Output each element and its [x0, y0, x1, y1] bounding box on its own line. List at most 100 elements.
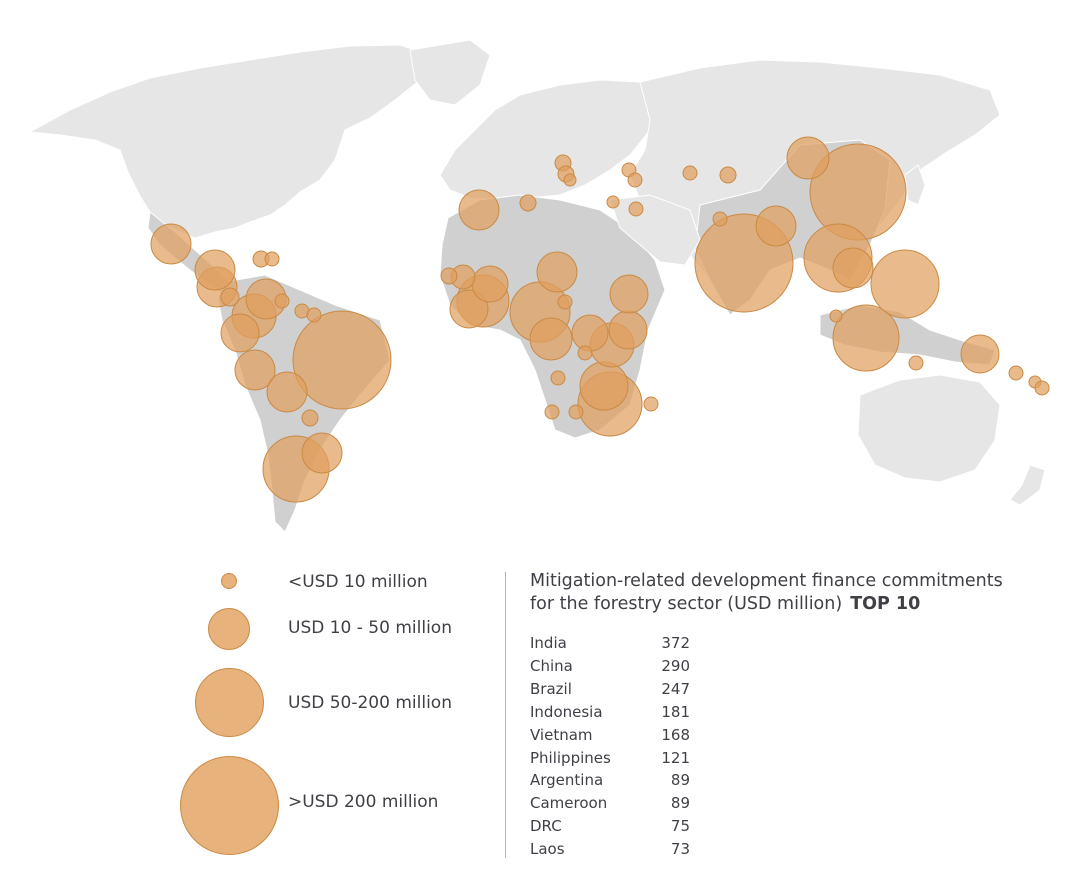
finance-bubble — [544, 404, 560, 420]
north-america-landmass — [28, 44, 431, 239]
legend-circle-xlarge — [180, 756, 279, 855]
finance-bubble — [606, 195, 620, 209]
finance-bubble — [786, 136, 830, 180]
table-row: India 372 — [530, 632, 690, 655]
country-name: Vietnam — [530, 725, 593, 744]
finance-bubble — [220, 287, 240, 307]
finance-bubble — [471, 265, 509, 303]
country-value: 89 — [670, 794, 690, 813]
finance-bubble — [755, 205, 797, 247]
finance-bubble — [557, 294, 573, 310]
finance-bubble — [440, 267, 458, 285]
table-row: DRC 75 — [530, 815, 690, 838]
country-name: China — [530, 656, 573, 675]
finance-bubble — [577, 345, 593, 361]
top10-panel: Mitigation-related development finance c… — [530, 570, 1070, 861]
new-zealand-landmass — [1009, 464, 1046, 506]
finance-bubble — [150, 223, 192, 265]
finance-bubble — [870, 249, 940, 319]
panel-title: Mitigation-related development finance c… — [530, 570, 1070, 616]
legend-label-medium: USD 10 - 50 million — [288, 618, 452, 638]
finance-bubble — [608, 310, 648, 350]
table-row: Argentina 89 — [530, 769, 690, 792]
legend-label-xlarge: >USD 200 million — [288, 792, 439, 812]
finance-bubble — [960, 334, 1000, 374]
finance-bubble — [643, 396, 659, 412]
country-name: Laos — [530, 840, 565, 859]
australia-landmass — [857, 374, 1001, 483]
country-value: 372 — [661, 634, 690, 652]
japan-landmass — [904, 164, 926, 206]
finance-bubble — [264, 251, 280, 267]
panel-title-line1: Mitigation-related development finance c… — [530, 571, 1003, 591]
finance-bubble — [627, 172, 643, 188]
finance-bubble — [832, 304, 900, 372]
finance-bubble — [274, 293, 290, 309]
finance-bubble — [292, 310, 392, 410]
country-value: 73 — [670, 840, 690, 859]
table-row: Cameroon 89 — [530, 792, 690, 815]
country-name: Argentina — [530, 771, 604, 790]
size-legend: <USD 10 million USD 10 - 50 million USD … — [170, 560, 500, 870]
legend-circle-large — [195, 668, 264, 737]
finance-bubble — [234, 349, 276, 391]
table-row: Laos 73 — [530, 838, 690, 861]
finance-bubble — [306, 307, 322, 323]
finance-bubble — [449, 289, 489, 329]
finance-bubble — [529, 317, 573, 361]
legend-label-small: <USD 10 million — [288, 572, 428, 592]
finance-bubble — [609, 274, 649, 314]
country-value: 89 — [670, 771, 690, 790]
finance-bubble — [579, 361, 629, 411]
country-value: 168 — [661, 725, 690, 744]
finance-bubble — [628, 201, 644, 217]
country-value: 181 — [661, 702, 690, 721]
top10-table: India 372 China 290 Brazil 247 Indonesia 181… — [530, 632, 690, 861]
country-name: Philippines — [530, 748, 611, 767]
finance-bubble — [301, 409, 319, 427]
table-row: Philippines 121 — [530, 747, 690, 770]
finance-bubble — [571, 314, 609, 352]
finance-bubble — [220, 313, 260, 353]
country-name: Brazil — [530, 679, 572, 698]
panel-title-line2: for the forestry sector (USD million) — [530, 594, 843, 614]
legend-label-large: USD 50-200 million — [288, 693, 452, 713]
finance-bubble — [301, 432, 343, 474]
finance-bubble — [519, 194, 537, 212]
country-name: India — [530, 634, 567, 652]
finance-bubble — [550, 370, 566, 386]
finance-bubble — [1034, 380, 1050, 396]
legend-circle-small — [221, 573, 237, 589]
panel-title-line2-wrap: for the forestry sector (USD million) TOP… — [530, 593, 1070, 616]
finance-bubble — [563, 173, 577, 187]
finance-bubble — [832, 247, 874, 289]
europe-landmass — [439, 79, 661, 201]
country-name: DRC — [530, 817, 562, 836]
finance-bubble — [682, 165, 698, 181]
table-row: Indonesia 181 — [530, 701, 690, 724]
finance-bubble — [568, 404, 584, 420]
finance-bubble — [266, 371, 308, 413]
finance-bubble — [712, 211, 728, 227]
finance-bubble — [458, 189, 500, 231]
table-row: Brazil 247 — [530, 678, 690, 701]
country-value: 75 — [670, 817, 690, 836]
finance-bubble — [1008, 365, 1024, 381]
top10-badge: TOP 10 — [850, 594, 921, 614]
world-map — [28, 39, 1050, 533]
legend-divider — [505, 572, 506, 858]
finance-bubble — [719, 166, 737, 184]
country-value: 247 — [661, 679, 690, 698]
finance-bubble — [194, 249, 236, 291]
table-row: Vietnam 168 — [530, 724, 690, 747]
table-row: China 290 — [530, 655, 690, 678]
world-map-svg — [28, 39, 1050, 533]
finance-bubble — [908, 355, 924, 371]
country-name: Cameroon — [530, 794, 608, 813]
legend-circle-medium — [208, 608, 250, 650]
finance-bubble — [536, 251, 578, 293]
country-value: 290 — [661, 656, 690, 675]
finance-bubble — [829, 309, 843, 323]
country-value: 121 — [661, 748, 690, 767]
greenland-landmass — [409, 39, 491, 106]
